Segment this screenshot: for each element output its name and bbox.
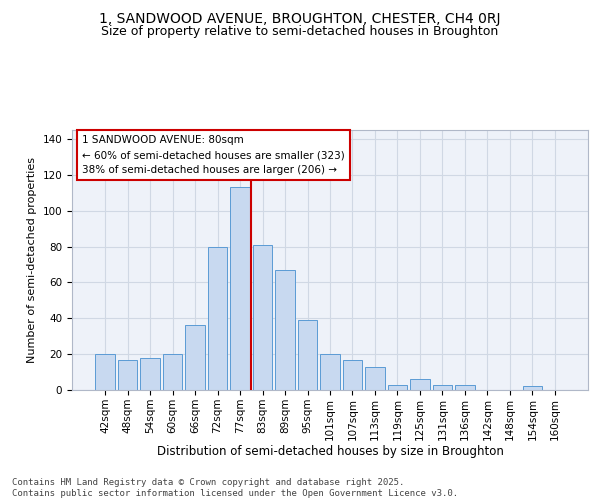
Text: 1, SANDWOOD AVENUE, BROUGHTON, CHESTER, CH4 0RJ: 1, SANDWOOD AVENUE, BROUGHTON, CHESTER, …: [99, 12, 501, 26]
Bar: [343, 360, 362, 390]
Y-axis label: Number of semi-detached properties: Number of semi-detached properties: [27, 157, 37, 363]
Bar: [163, 354, 182, 390]
Text: 1 SANDWOOD AVENUE: 80sqm
← 60% of semi-detached houses are smaller (323)
38% of : 1 SANDWOOD AVENUE: 80sqm ← 60% of semi-d…: [82, 135, 345, 175]
Bar: [298, 320, 317, 390]
Bar: [388, 384, 407, 390]
Bar: [140, 358, 160, 390]
X-axis label: Distribution of semi-detached houses by size in Broughton: Distribution of semi-detached houses by …: [157, 446, 503, 458]
Bar: [365, 366, 385, 390]
Bar: [230, 188, 250, 390]
Bar: [185, 326, 205, 390]
Bar: [433, 384, 452, 390]
Bar: [95, 354, 115, 390]
Text: Contains HM Land Registry data © Crown copyright and database right 2025.
Contai: Contains HM Land Registry data © Crown c…: [12, 478, 458, 498]
Text: Size of property relative to semi-detached houses in Broughton: Size of property relative to semi-detach…: [101, 25, 499, 38]
Bar: [118, 360, 137, 390]
Bar: [275, 270, 295, 390]
Bar: [523, 386, 542, 390]
Bar: [455, 384, 475, 390]
Bar: [320, 354, 340, 390]
Bar: [208, 246, 227, 390]
Bar: [253, 245, 272, 390]
Bar: [410, 379, 430, 390]
